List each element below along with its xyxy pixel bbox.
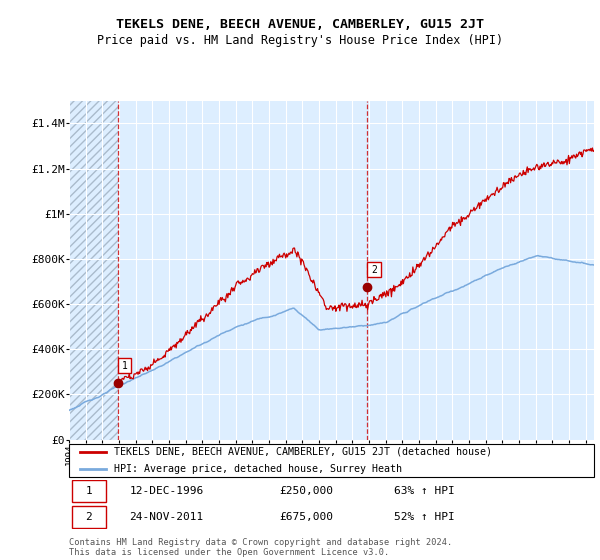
Text: 2: 2 [371,265,377,274]
Text: Price paid vs. HM Land Registry's House Price Index (HPI): Price paid vs. HM Land Registry's House … [97,34,503,46]
Text: 63% ↑ HPI: 63% ↑ HPI [395,486,455,496]
Text: 2: 2 [86,512,92,522]
Text: TEKELS DENE, BEECH AVENUE, CAMBERLEY, GU15 2JT: TEKELS DENE, BEECH AVENUE, CAMBERLEY, GU… [116,18,484,31]
Text: 52% ↑ HPI: 52% ↑ HPI [395,512,455,522]
Bar [71,506,106,528]
Text: 24-NOV-2011: 24-NOV-2011 [130,512,203,522]
Text: HPI: Average price, detached house, Surrey Heath: HPI: Average price, detached house, Surr… [113,464,401,474]
Bar [118,358,131,373]
Text: 12-DEC-1996: 12-DEC-1996 [130,486,203,496]
Text: 1: 1 [122,361,128,371]
Text: TEKELS DENE, BEECH AVENUE, CAMBERLEY, GU15 2JT (detached house): TEKELS DENE, BEECH AVENUE, CAMBERLEY, GU… [113,447,491,457]
Bar [69,101,118,440]
Bar [71,480,106,502]
Text: £250,000: £250,000 [279,486,333,496]
Text: £675,000: £675,000 [279,512,333,522]
Text: Contains HM Land Registry data © Crown copyright and database right 2024.
This d: Contains HM Land Registry data © Crown c… [69,538,452,557]
Text: 1: 1 [86,486,92,496]
Bar [367,262,380,277]
